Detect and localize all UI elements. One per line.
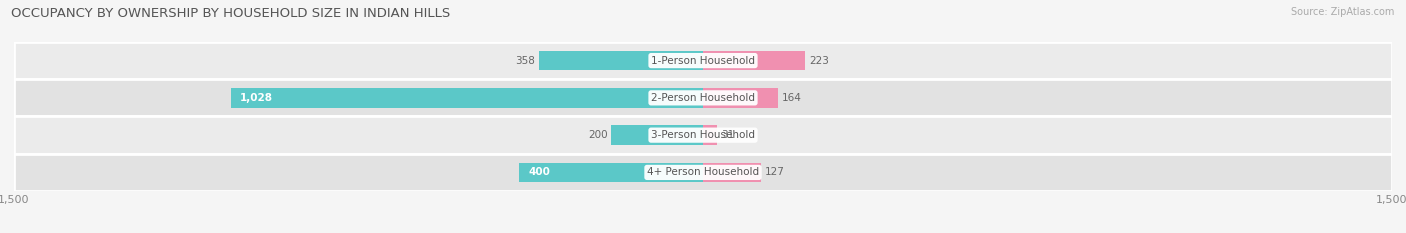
Bar <box>14 116 1392 154</box>
Bar <box>14 79 1392 116</box>
Bar <box>231 88 703 108</box>
Bar <box>14 154 1392 191</box>
Text: 1-Person Household: 1-Person Household <box>651 56 755 65</box>
Text: 3-Person Household: 3-Person Household <box>651 130 755 140</box>
Text: 127: 127 <box>765 168 785 177</box>
Text: 358: 358 <box>515 56 534 65</box>
Text: 1,028: 1,028 <box>240 93 273 103</box>
Bar <box>703 125 717 145</box>
Text: 164: 164 <box>782 93 801 103</box>
Bar <box>703 51 806 70</box>
Bar <box>612 125 703 145</box>
Bar <box>538 51 703 70</box>
Text: 2-Person Household: 2-Person Household <box>651 93 755 103</box>
Text: 223: 223 <box>808 56 830 65</box>
Bar <box>703 163 761 182</box>
Text: 4+ Person Household: 4+ Person Household <box>647 168 759 177</box>
Text: Source: ZipAtlas.com: Source: ZipAtlas.com <box>1291 7 1395 17</box>
Text: OCCUPANCY BY OWNERSHIP BY HOUSEHOLD SIZE IN INDIAN HILLS: OCCUPANCY BY OWNERSHIP BY HOUSEHOLD SIZE… <box>11 7 450 20</box>
Text: 400: 400 <box>529 168 550 177</box>
Bar <box>703 88 779 108</box>
Text: 31: 31 <box>721 130 734 140</box>
Bar <box>519 163 703 182</box>
Bar <box>14 42 1392 79</box>
Text: 200: 200 <box>588 130 607 140</box>
